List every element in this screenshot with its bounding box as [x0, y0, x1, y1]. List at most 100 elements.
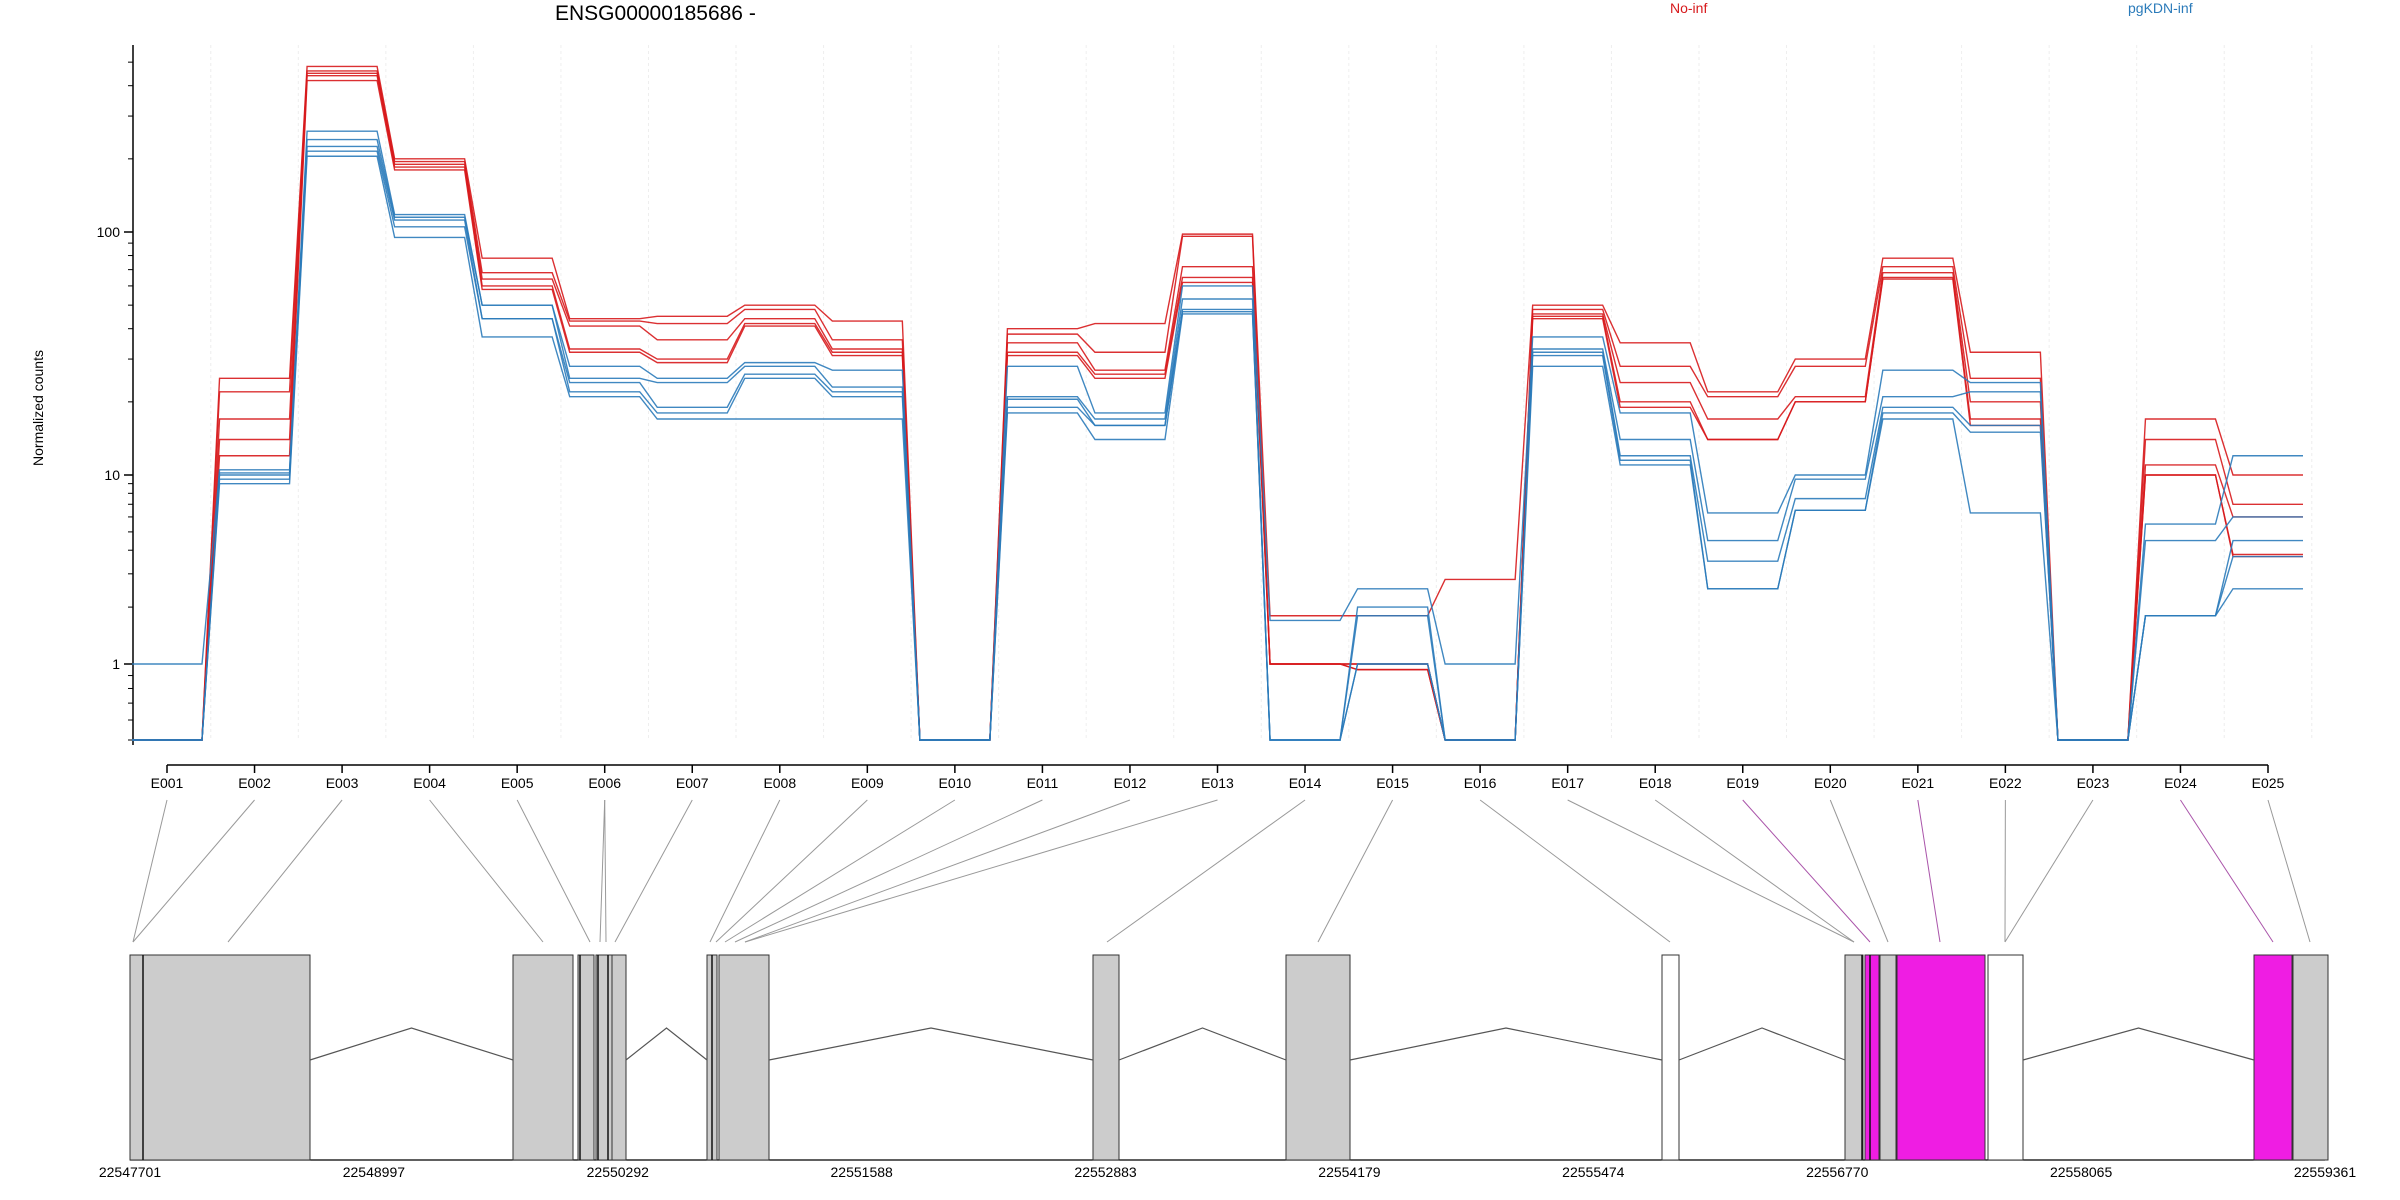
exon-block: [1864, 954, 1880, 1161]
connector-line: [744, 799, 1131, 943]
intron-line: [625, 1027, 708, 1061]
coordinate-label: 22552883: [1074, 1164, 1137, 1180]
connector-line: [1106, 799, 1306, 943]
x-tick-label-e012: E012: [1114, 775, 1147, 791]
coordinate-label: 22556770: [1806, 1164, 1869, 1180]
connector-line: [724, 799, 956, 943]
x-tick-label-e008: E008: [763, 775, 796, 791]
x-tick-labels: E001 E002 E003 E004 E005 E006 E007 E008 E009 E010…: [151, 775, 2285, 791]
x-tick-label-e004: E004: [413, 775, 446, 791]
exon-block: [1987, 954, 2024, 1161]
grid-lines: [210, 45, 2313, 740]
series-line-10: [132, 155, 2303, 741]
series-lines: [132, 65, 2303, 741]
coordinate-label: 22554179: [1318, 1164, 1381, 1180]
connector-line: [709, 799, 781, 943]
x-tick-label-e006: E006: [588, 775, 621, 791]
x-tick-label-e010: E010: [939, 775, 972, 791]
exon-block: [129, 954, 311, 1161]
x-tick-label-e002: E002: [238, 775, 271, 791]
exon-block: [611, 954, 627, 1161]
x-tick-label-e013: E013: [1201, 775, 1234, 791]
exon-block: [1661, 954, 1680, 1161]
intron-line: [1118, 1027, 1287, 1061]
x-tick-label-e017: E017: [1551, 775, 1584, 791]
series-line-2: [132, 70, 2303, 741]
series-line-8: [132, 145, 2303, 741]
x-tick-label-e022: E022: [1989, 775, 2022, 791]
x-tick-label-e007: E007: [676, 775, 709, 791]
chart-title: ENSG00000185686 -: [555, 2, 756, 25]
axes: 1 10 100: [97, 45, 2269, 773]
coordinate-label: 22547701: [99, 1164, 162, 1180]
exon-block: [577, 954, 595, 1161]
series-line-3: [132, 72, 2303, 741]
connector-line: [1567, 799, 1855, 943]
exon-block: [1092, 954, 1120, 1161]
exon-block: [718, 954, 770, 1161]
exon-block: [1285, 954, 1351, 1161]
connector-line: [599, 799, 606, 943]
connector-line: [715, 799, 868, 943]
legend-entry-no-inf: No-inf: [1670, 0, 1708, 16]
y-tick-label: 10: [104, 467, 120, 483]
x-tick-label-e009: E009: [851, 775, 884, 791]
x-tick-label-e001: E001: [151, 775, 184, 791]
connector-line: [2180, 799, 2274, 943]
coordinate-label: 22550292: [587, 1164, 650, 1180]
y-tick-label: 1: [112, 656, 120, 672]
x-tick-label-e020: E020: [1814, 775, 1847, 791]
x-tick-label-e014: E014: [1289, 775, 1322, 791]
x-tick-label-e003: E003: [326, 775, 359, 791]
connector-line: [1479, 799, 1671, 943]
connector-line: [614, 799, 693, 943]
exon-block: [1844, 954, 1864, 1161]
intron-line: [768, 1027, 1094, 1061]
connector-line: [1829, 799, 1889, 943]
coordinate-label: 22558065: [2050, 1164, 2113, 1180]
series-line-7: [132, 138, 2303, 741]
connector-line: [227, 799, 343, 943]
connector-line: [132, 799, 255, 943]
x-tick-label-e011: E011: [1027, 775, 1059, 791]
x-tick-label-e016: E016: [1464, 775, 1497, 791]
intron-line: [1678, 1027, 1846, 1061]
x-tick-label-e023: E023: [2077, 775, 2110, 791]
connector-line: [604, 799, 607, 943]
series-line-9: [132, 150, 2303, 741]
connector-line: [1917, 799, 1941, 943]
connector-line: [2267, 799, 2311, 943]
exon-block: [512, 954, 574, 1161]
exon-connectors: [132, 799, 2311, 943]
connector-line: [1742, 799, 1871, 943]
intron-line: [1349, 1027, 1663, 1061]
connector-line: [516, 799, 591, 943]
x-tick-label-e015: E015: [1376, 775, 1409, 791]
series-line-6: [132, 130, 2303, 741]
legend-entry-pgkdn-inf: pgKDN-inf: [2128, 0, 2193, 16]
x-tick-label-e025: E025: [2252, 775, 2285, 791]
intron-line: [2022, 1027, 2255, 1061]
connector-line: [132, 799, 168, 943]
x-tick-label-e018: E018: [1639, 775, 1672, 791]
exon-block: [1879, 954, 1897, 1161]
coordinate-label: 22551588: [831, 1164, 894, 1180]
connector-line: [429, 799, 544, 943]
connector-line: [744, 799, 1218, 943]
x-tick-label-e024: E024: [2164, 775, 2197, 791]
y-tick-label: 100: [97, 224, 121, 240]
series-line-1: [132, 65, 2303, 741]
connector-line: [1654, 799, 1855, 943]
coordinate-label: 22559361: [2294, 1164, 2357, 1180]
coordinate-label: 22548997: [343, 1164, 406, 1180]
gene-model: 22547701 22548997 22550292 22551588 22552883…: [99, 954, 2357, 1180]
x-tick-label-e019: E019: [1726, 775, 1759, 791]
series-line-5: [132, 79, 2303, 741]
coordinate-label: 22555474: [1562, 1164, 1625, 1180]
x-tick-label-e005: E005: [501, 775, 534, 791]
series-line-4: [132, 74, 2303, 741]
y-axis-label: Normalized counts: [29, 350, 46, 466]
exon-block: [1896, 954, 1986, 1161]
